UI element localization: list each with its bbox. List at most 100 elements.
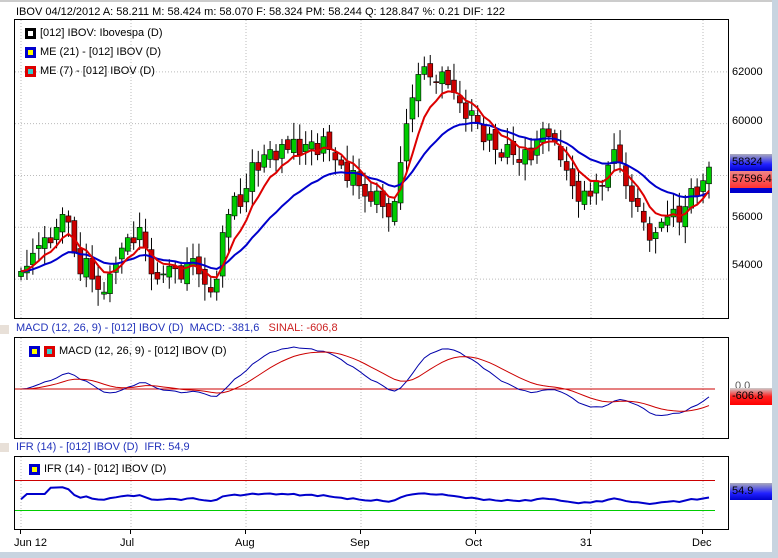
y-tick: 54000 bbox=[732, 259, 763, 271]
macd-panel[interactable]: MACD (12, 26, 9) - [012] IBOV (D) bbox=[14, 337, 729, 439]
candle bbox=[279, 144, 285, 159]
x-axis: Jun 12 Jul Aug Sep Oct 31 Dec bbox=[0, 529, 778, 553]
window-border bbox=[772, 0, 778, 558]
candle bbox=[546, 128, 552, 137]
candle bbox=[646, 223, 653, 241]
ifr-value-tag: 54.9 bbox=[730, 483, 774, 500]
candle bbox=[433, 81, 439, 83]
candle bbox=[480, 124, 487, 143]
candle bbox=[421, 66, 428, 75]
candle bbox=[569, 168, 576, 187]
candle bbox=[688, 188, 695, 209]
candle bbox=[611, 149, 617, 164]
x-tick bbox=[20, 529, 21, 534]
x-tick-label: Sep bbox=[350, 537, 370, 549]
candle bbox=[362, 183, 368, 197]
candle bbox=[676, 205, 683, 223]
ma7-line bbox=[20, 90, 710, 279]
candle bbox=[629, 185, 635, 202]
candle bbox=[670, 208, 677, 218]
candle bbox=[593, 180, 600, 194]
price-chart[interactable] bbox=[15, 20, 728, 318]
candle bbox=[528, 147, 534, 161]
last-price-tag: 58324 bbox=[730, 154, 774, 171]
candle bbox=[95, 275, 101, 290]
x-tick-label: Dec bbox=[692, 537, 712, 549]
candle bbox=[445, 69, 451, 86]
panel-grip[interactable] bbox=[0, 325, 9, 334]
candle bbox=[59, 214, 66, 233]
x-tick-label: Jun 12 bbox=[14, 537, 48, 549]
price-panel[interactable]: [012] IBOV: Ibovespa (D) ME (21) - [012]… bbox=[14, 19, 729, 319]
y-tick: 60000 bbox=[732, 115, 763, 127]
candle bbox=[237, 194, 244, 207]
candle bbox=[587, 190, 594, 197]
legend-ibov[interactable]: [012] IBOV: Ibovespa (D) bbox=[25, 24, 162, 43]
ifr-panel[interactable]: IFR (14) - [012] IBOV (D) bbox=[14, 456, 729, 530]
candle bbox=[409, 97, 416, 120]
candle bbox=[635, 197, 641, 207]
candle bbox=[261, 154, 267, 168]
ifr-line bbox=[20, 486, 710, 506]
candle bbox=[540, 128, 546, 143]
candle bbox=[374, 190, 380, 205]
signal-line bbox=[20, 351, 710, 412]
candle bbox=[463, 102, 469, 119]
macd-legend: MACD (12, 26, 9) - [012] IBOV (D) bbox=[29, 345, 227, 357]
candle bbox=[694, 186, 700, 197]
legend-ma21[interactable]: ME (21) - [012] IBOV (D) bbox=[25, 43, 162, 62]
candle bbox=[213, 278, 220, 293]
candle bbox=[83, 258, 90, 278]
x-tick bbox=[245, 529, 246, 534]
candle bbox=[522, 149, 528, 165]
x-tick bbox=[360, 529, 361, 534]
x-tick-label: Aug bbox=[235, 537, 255, 549]
candle bbox=[255, 162, 262, 171]
candle bbox=[320, 136, 327, 154]
candle bbox=[77, 248, 84, 275]
x-tick-label: Jul bbox=[120, 537, 135, 549]
y-tick: 56000 bbox=[732, 211, 763, 223]
x-tick bbox=[475, 529, 476, 534]
candle bbox=[101, 291, 107, 295]
legend-swatch-icon bbox=[25, 46, 36, 58]
status-strip bbox=[0, 552, 778, 558]
candle bbox=[249, 162, 256, 192]
legend-ma7[interactable]: ME (7) - [012] IBOV (D) bbox=[25, 62, 162, 81]
candle bbox=[35, 245, 42, 249]
candle bbox=[427, 63, 434, 78]
candle bbox=[225, 214, 232, 238]
candle bbox=[504, 144, 511, 158]
candle bbox=[267, 149, 273, 160]
candle bbox=[617, 144, 623, 163]
candle bbox=[575, 180, 582, 202]
candle bbox=[119, 247, 125, 260]
macd-chart[interactable] bbox=[15, 338, 728, 438]
x-tick bbox=[590, 529, 591, 534]
candle bbox=[385, 203, 392, 218]
candle bbox=[350, 169, 356, 186]
legend-label: [012] IBOV: Ibovespa (D) bbox=[40, 27, 163, 39]
candle bbox=[291, 138, 297, 153]
candle bbox=[130, 237, 137, 244]
panel-grip[interactable] bbox=[0, 443, 9, 452]
legend-label: ME (7) - [012] IBOV (D) bbox=[40, 65, 155, 77]
ifr-chart[interactable] bbox=[15, 457, 728, 529]
ma-value-tag: 57596.4 bbox=[730, 171, 774, 193]
y-tick: 62000 bbox=[732, 66, 763, 78]
candle bbox=[682, 206, 689, 228]
quote-header: IBOV 04/12/2012 A: 58.211 M: 58.424 m: 5… bbox=[0, 0, 778, 22]
candle bbox=[302, 144, 309, 152]
candle bbox=[160, 273, 167, 276]
candle bbox=[563, 161, 570, 171]
candle bbox=[124, 237, 131, 252]
candle bbox=[326, 131, 333, 150]
candle bbox=[148, 249, 155, 275]
legend-swatch-icon bbox=[25, 65, 36, 77]
candle bbox=[486, 133, 493, 141]
candle bbox=[700, 180, 706, 192]
candle bbox=[516, 159, 523, 163]
candle bbox=[356, 171, 362, 187]
price-legend: [012] IBOV: Ibovespa (D) ME (21) - [012]… bbox=[25, 24, 162, 81]
quote-summary: IBOV 04/12/2012 A: 58.211 M: 58.424 m: 5… bbox=[16, 6, 506, 18]
